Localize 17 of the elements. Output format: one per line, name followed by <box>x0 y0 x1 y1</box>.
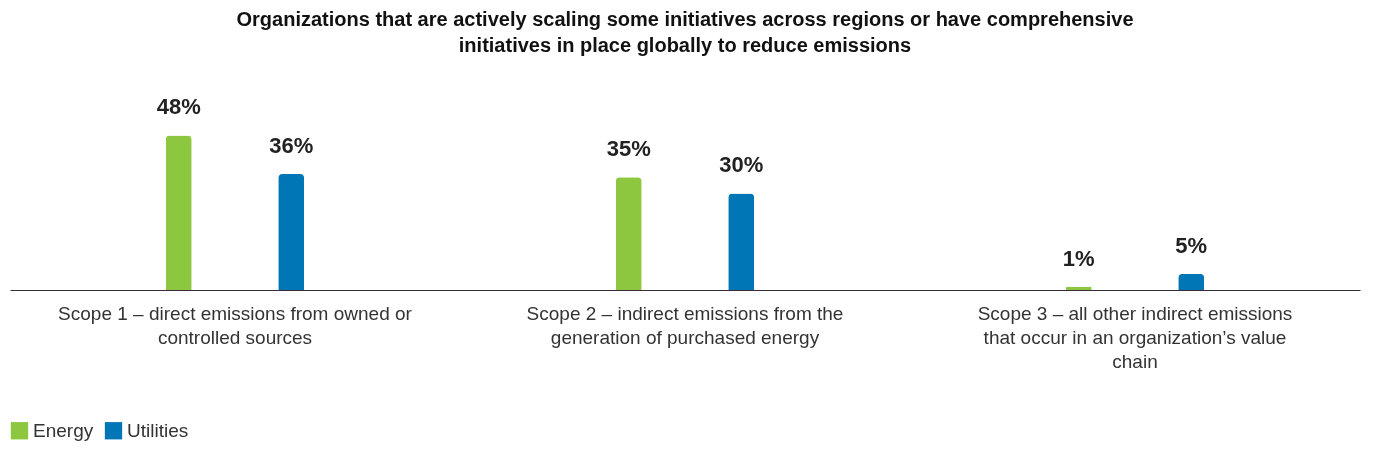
legend-label: Energy <box>33 419 94 441</box>
data-label: 35% <box>606 136 651 162</box>
bar <box>728 193 755 290</box>
legend-label: Utilities <box>127 419 189 441</box>
x-tick-label: Scope 1 – direct emissions from owned or controlled sources <box>58 302 413 348</box>
data-label: 1% <box>1062 245 1095 271</box>
bar <box>278 174 305 290</box>
bar <box>1178 273 1205 290</box>
bar <box>165 135 192 290</box>
bar <box>615 177 642 290</box>
x-tick-label: Scope 2 – indirect emissions from the generation of purchased energy <box>526 302 844 348</box>
data-label: 36% <box>269 133 314 159</box>
data-label: 30% <box>719 152 764 178</box>
data-label: 48% <box>156 94 201 120</box>
data-label: 5% <box>1175 232 1208 258</box>
x-tick-label: Scope 3 – all other indirect emissions that occur in an organization’s value chain <box>977 302 1293 372</box>
chart-title: Organizations that are actively scaling some initiatives across regions or have comprehensive initiatives in place globally to reduce emissions <box>236 8 1134 57</box>
